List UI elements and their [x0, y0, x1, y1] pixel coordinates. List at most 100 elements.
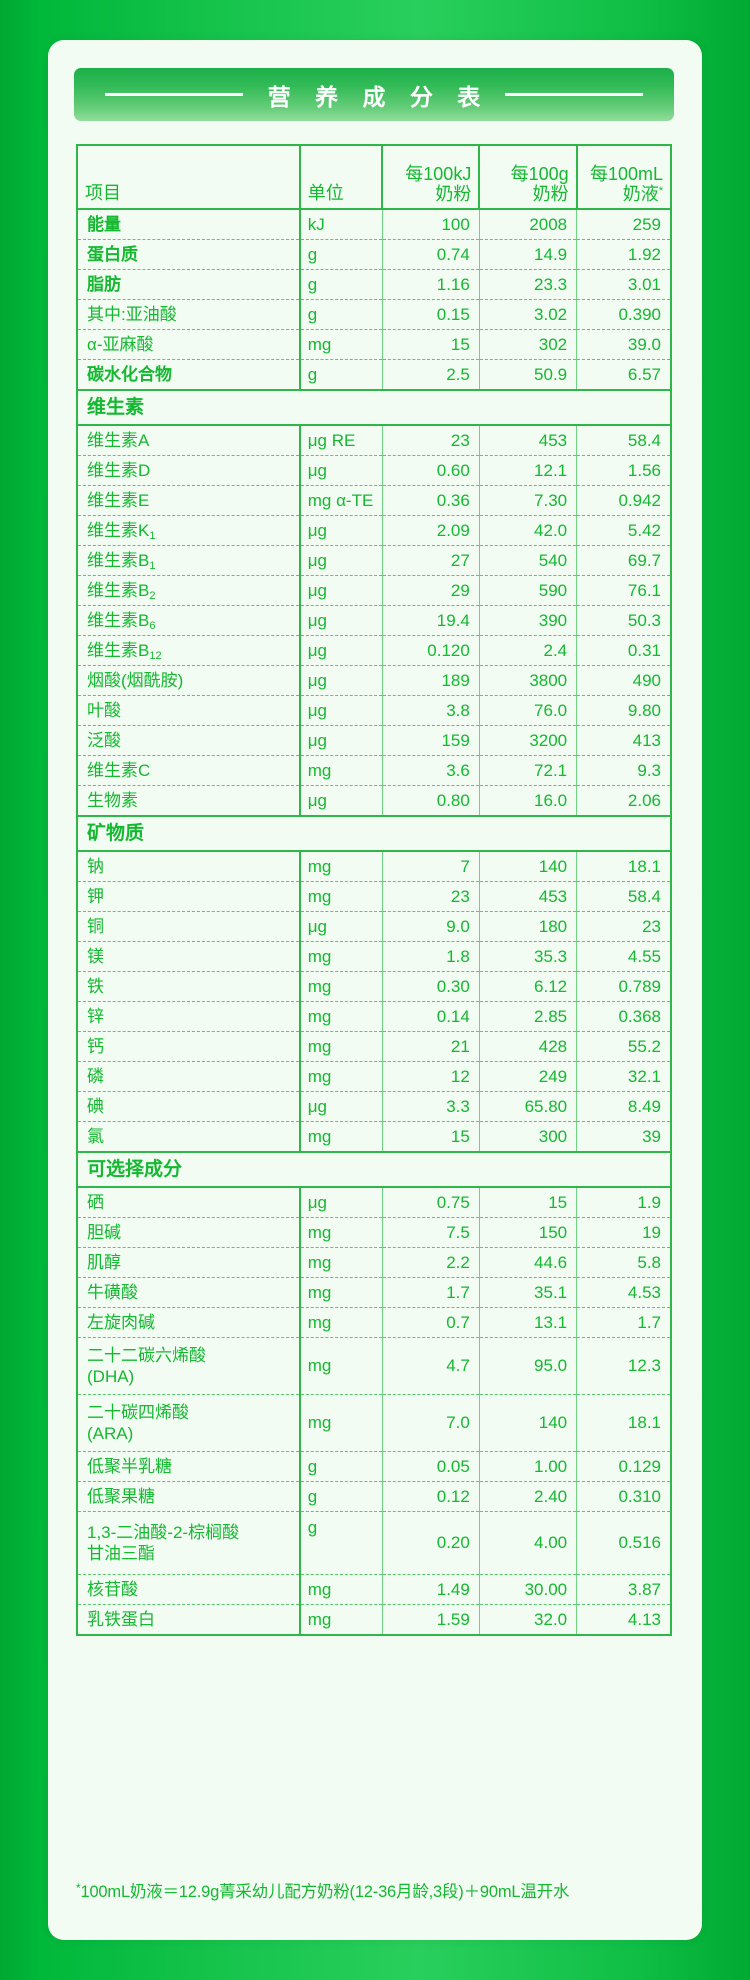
row-unit: μg: [298, 695, 383, 726]
row-unit: mg: [298, 1394, 383, 1452]
row-value-kj: 15: [381, 1121, 480, 1153]
row-value-ml: 3.01: [576, 269, 671, 300]
row-unit: μg: [298, 515, 383, 546]
row-value-kj: 0.20: [381, 1511, 480, 1575]
row-value-kj: 0.05: [381, 1451, 480, 1482]
footnote-marker: *: [658, 184, 663, 197]
row-unit: mg: [298, 1001, 383, 1032]
row-value-g: 65.80: [478, 1091, 577, 1122]
row-unit: g: [298, 1511, 383, 1575]
row-value-kj: 12: [381, 1061, 480, 1092]
nutrition-table-wrapper: 项目 单位 每100kJ 奶粉 每100g 奶粉 每100mL 奶液* 能: [76, 144, 672, 1636]
table-row: 维生素D μg 0.60 12.1 1.56: [77, 455, 671, 486]
row-unit: g: [298, 359, 383, 391]
row-item-name: 乳铁蛋白: [77, 1604, 300, 1636]
row-item-name: 维生素D: [77, 455, 300, 486]
row-unit: mg α-TE: [298, 485, 383, 516]
banner-rule-left: [104, 93, 243, 96]
row-value-ml: 12.3: [576, 1337, 671, 1395]
row-value-g: 140: [478, 1394, 577, 1452]
row-value-kj: 0.74: [381, 239, 480, 270]
row-item-name: 蛋白质: [77, 239, 300, 270]
row-value-ml: 0.310: [576, 1481, 671, 1512]
row-item-name: 钾: [77, 881, 300, 912]
table-row: 维生素B1 μg 27 540 69.7: [77, 545, 671, 576]
row-value-kj: 1.49: [381, 1574, 480, 1605]
row-value-kj: 15: [381, 329, 480, 360]
row-item-name: 碘: [77, 1091, 300, 1122]
nutrition-card: 营 养 成 分 表 项目 单位 每100kJ 奶粉 每100g 奶粉: [48, 40, 702, 1940]
row-value-kj: 2.09: [381, 515, 480, 546]
row-value-kj: 7: [381, 851, 480, 882]
row-item-name: 氯: [77, 1121, 300, 1153]
row-value-kj: 1.59: [381, 1604, 480, 1636]
row-unit: mg: [298, 941, 383, 972]
row-value-kj: 0.14: [381, 1001, 480, 1032]
row-value-g: 249: [478, 1061, 577, 1092]
row-value-g: 30.00: [478, 1574, 577, 1605]
row-item-name: 生物素: [77, 785, 300, 817]
row-value-g: 300: [478, 1121, 577, 1153]
row-item-name: 钠: [77, 851, 300, 882]
row-value-ml: 1.7: [576, 1307, 671, 1338]
table-row: 二十碳四烯酸 (ARA) mg 7.0 140 18.1: [77, 1394, 671, 1452]
table-row: 生物素 μg 0.80 16.0 2.06: [77, 785, 671, 817]
table-row: 肌醇 mg 2.2 44.6 5.8: [77, 1247, 671, 1278]
row-value-kj: 100: [381, 209, 480, 240]
table-body: 项目 单位 每100kJ 奶粉 每100g 奶粉 每100mL 奶液* 能: [77, 145, 671, 1636]
row-item-name: α-亚麻酸: [77, 329, 300, 360]
table-group-header: 维生素: [77, 389, 671, 426]
row-value-kj: 0.36: [381, 485, 480, 516]
row-unit: mg: [298, 1277, 383, 1308]
table-row: 牛磺酸 mg 1.7 35.1 4.53: [77, 1277, 671, 1308]
row-item-name: 碳水化合物: [77, 359, 300, 391]
row-unit: g: [298, 269, 383, 300]
row-item-name: 烟酸(烟酰胺): [77, 665, 300, 696]
row-value-ml: 58.4: [576, 425, 671, 456]
row-unit: μg: [298, 785, 383, 817]
row-value-ml: 490: [576, 665, 671, 696]
table-row: 碘 μg 3.3 65.80 8.49: [77, 1091, 671, 1122]
row-value-ml: 5.8: [576, 1247, 671, 1278]
row-unit: μg: [298, 605, 383, 636]
row-item-name: 磷: [77, 1061, 300, 1092]
row-unit: μg: [298, 665, 383, 696]
table-row: 核苷酸 mg 1.49 30.00 3.87: [77, 1574, 671, 1605]
table-row: 维生素K1 μg 2.09 42.0 5.42: [77, 515, 671, 546]
table-group-header: 矿物质: [77, 815, 671, 852]
header-per-100kj-line2: 奶粉: [435, 183, 472, 204]
row-item-name: 维生素K1: [77, 515, 300, 546]
row-item-name: 硒: [77, 1187, 300, 1218]
table-row: 镁 mg 1.8 35.3 4.55: [77, 941, 671, 972]
row-value-ml: 55.2: [576, 1031, 671, 1062]
row-value-kj: 0.80: [381, 785, 480, 817]
row-value-kj: 1.7: [381, 1277, 480, 1308]
row-value-kj: 0.7: [381, 1307, 480, 1338]
table-row: 乳铁蛋白 mg 1.59 32.0 4.13: [77, 1604, 671, 1636]
row-value-ml: 76.1: [576, 575, 671, 606]
row-value-g: 390: [478, 605, 577, 636]
row-value-kj: 159: [381, 725, 480, 756]
row-unit: μg: [298, 725, 383, 756]
table-row: 能量 kJ 100 2008 259: [77, 209, 671, 240]
page-title: 营 养 成 分 表: [267, 83, 490, 110]
row-value-ml: 4.55: [576, 941, 671, 972]
table-row: 锌 mg 0.14 2.85 0.368: [77, 1001, 671, 1032]
row-value-kj: 4.7: [381, 1337, 480, 1395]
row-item-name: 1,3-二油酸-2-棕榈酸 甘油三酯: [77, 1511, 300, 1575]
row-value-kj: 0.120: [381, 635, 480, 666]
row-item-name: 叶酸: [77, 695, 300, 726]
row-value-kj: 2.5: [381, 359, 480, 391]
row-unit: μg: [298, 911, 383, 942]
row-unit: mg: [298, 329, 383, 360]
row-value-ml: 39.0: [576, 329, 671, 360]
row-value-ml: 0.942: [576, 485, 671, 516]
header-per-100ml-line2: 奶液*: [622, 183, 663, 204]
header-per-100ml-line1: 每100mL: [589, 163, 663, 184]
row-value-ml: 58.4: [576, 881, 671, 912]
row-unit: mg: [298, 851, 383, 882]
row-value-ml: 1.56: [576, 455, 671, 486]
table-row: 氯 mg 15 300 39: [77, 1121, 671, 1153]
table-row: 碳水化合物 g 2.5 50.9 6.57: [77, 359, 671, 391]
table-row: 胆碱 mg 7.5 150 19: [77, 1217, 671, 1248]
